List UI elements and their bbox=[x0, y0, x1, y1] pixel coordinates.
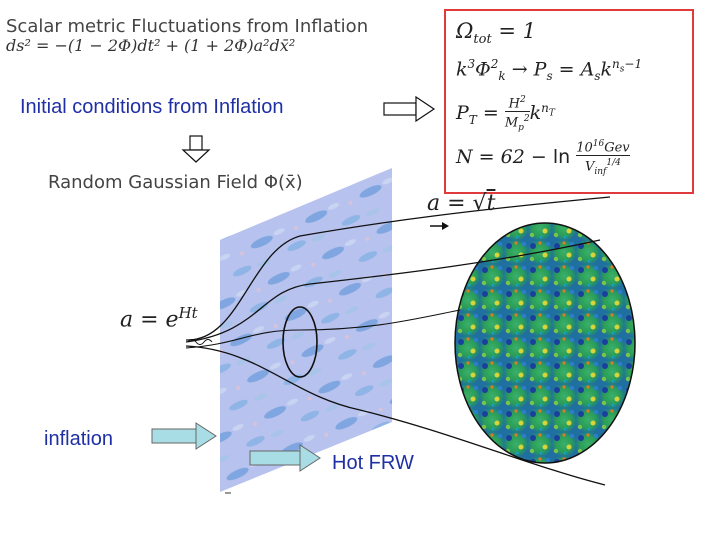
inflation-arrow bbox=[151, 422, 217, 450]
tensor-spectrum-equation: PT = H2 Mp2 knT bbox=[456, 95, 555, 134]
equations-box: Ωtot = 1 k3Φ2k → Ps = Askns−1 PT = H2 Mp2… bbox=[444, 9, 694, 194]
wiggle-mark bbox=[187, 339, 213, 345]
arrow-down-to-field bbox=[181, 135, 211, 163]
metric-equation: ds² = −(1 − 2Φ)dt² + (1 + 2Φ)a²dx̄² bbox=[6, 36, 296, 55]
omega-equation: Ωtot = 1 bbox=[456, 19, 537, 48]
sqrt-t-label: a = √t bbox=[427, 191, 496, 216]
horizon-curve-middle bbox=[185, 309, 461, 349]
horizon-curve-top bbox=[185, 196, 611, 341]
horizon-curve-lower bbox=[185, 345, 606, 486]
perturbation-ellipse bbox=[282, 306, 318, 378]
hot-frw-arrow bbox=[249, 444, 321, 472]
exp-ht-label: a = eHt bbox=[120, 304, 198, 333]
initial-conditions-label: Initial conditions from Inflation bbox=[20, 96, 284, 118]
header-title: Scalar metric Fluctuations from Inflatio… bbox=[6, 16, 369, 37]
arrow-right-to-box bbox=[383, 95, 436, 123]
random-field-label: Random Gaussian Field Φ(x̄) bbox=[48, 172, 303, 193]
inflation-label: inflation bbox=[44, 428, 113, 450]
power-spectrum-equation: k3Φ2k → Ps = Askns−1 bbox=[456, 57, 643, 84]
efolds-equation: N = 62 − ln 1016Gev Vinf1/4 bbox=[456, 139, 630, 178]
cmb-sky-map bbox=[454, 222, 636, 464]
hot-frw-label: Hot FRW bbox=[332, 452, 414, 474]
horizon-curve-upper bbox=[185, 239, 601, 343]
